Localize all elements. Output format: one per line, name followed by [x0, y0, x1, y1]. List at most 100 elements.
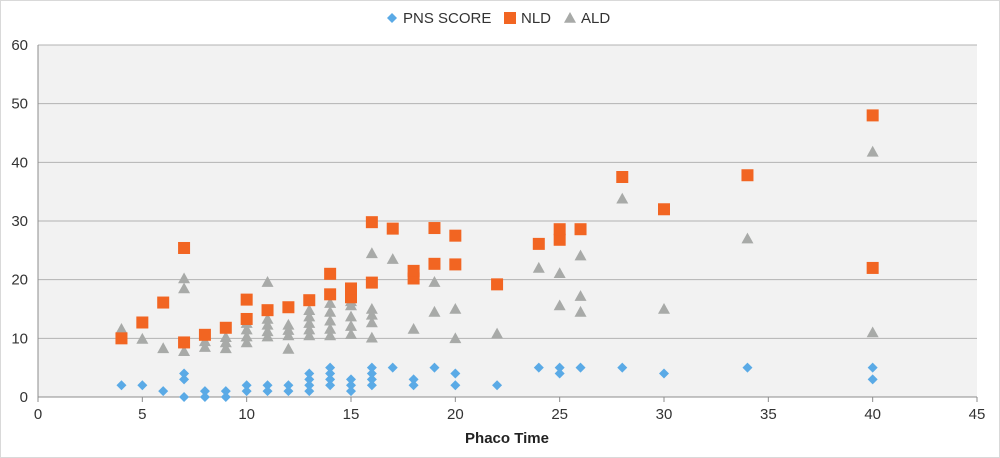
- square-point: [303, 294, 316, 307]
- square-point: [866, 261, 879, 274]
- data-points: [115, 109, 879, 402]
- square-point: [136, 316, 149, 329]
- diamond-point: [408, 380, 419, 391]
- triangle-point: [178, 345, 191, 357]
- square-point: [866, 109, 879, 122]
- triangle-point: [324, 329, 337, 341]
- triangle-point: [491, 327, 504, 339]
- x-tick-label: 40: [864, 406, 881, 423]
- diamond-point: [220, 392, 231, 402]
- diamond-point: [366, 362, 377, 373]
- x-axis-ticks: 0 5 10 15 20 25 30 35 40 45: [34, 397, 986, 423]
- diamond-point: [241, 380, 252, 391]
- triangle-point: [219, 331, 232, 342]
- square-point: [324, 267, 337, 280]
- diamond-point: [366, 368, 377, 379]
- triangle-point: [261, 276, 274, 287]
- triangle-point: [428, 276, 441, 287]
- y-tick-label: 40: [11, 154, 28, 171]
- square-point: [553, 233, 566, 246]
- triangle-point: [261, 325, 274, 337]
- legend-label: ALD: [581, 10, 610, 27]
- triangle-point: [553, 267, 566, 279]
- diamond-point: [450, 380, 461, 391]
- triangle-point: [345, 310, 357, 322]
- triangle-point: [428, 305, 441, 317]
- diamond-point: [575, 362, 586, 373]
- series-triangle: [115, 145, 879, 357]
- diamond-point: [304, 368, 315, 379]
- triangle-point: [741, 232, 754, 244]
- x-tick-label: 20: [447, 406, 464, 423]
- diamond-point: [450, 368, 461, 379]
- triangle-point: [386, 253, 399, 264]
- triangle-point: [282, 318, 295, 330]
- legend-item: ALD: [564, 10, 610, 27]
- diamond-point: [199, 392, 210, 402]
- square-point: [407, 264, 420, 277]
- y-axis-ticks: 0 10 20 30 40 50 60: [11, 37, 28, 406]
- x-tick-label: 30: [656, 406, 673, 423]
- legend-marker: [564, 12, 576, 23]
- diamond-point: [304, 380, 315, 391]
- triangle-point: [345, 320, 357, 331]
- diamond-point: [554, 368, 565, 379]
- triangle-point: [365, 331, 378, 343]
- diamond-point: [262, 380, 273, 391]
- diamond-point: [325, 368, 336, 379]
- diamond-point: [325, 380, 336, 391]
- diamond-point: [179, 392, 190, 402]
- square-point: [449, 258, 462, 271]
- triangle-point: [658, 303, 670, 314]
- square-point: [198, 328, 211, 341]
- diamond-point: [554, 362, 565, 373]
- square-point: [157, 296, 170, 309]
- triangle-point: [449, 303, 462, 314]
- y-tick-label: 50: [11, 96, 28, 113]
- triangle-point: [303, 329, 316, 341]
- square-point: [261, 304, 274, 317]
- triangle-point: [407, 322, 420, 334]
- triangle-point: [324, 322, 337, 334]
- diamond-point: [179, 368, 190, 379]
- diamond-point: [867, 362, 878, 373]
- axes: [37, 45, 977, 398]
- y-tick-label: 60: [11, 37, 28, 54]
- square-point: [616, 171, 629, 183]
- diamond-point: [408, 374, 419, 385]
- x-tick-label: 35: [760, 406, 777, 423]
- diamond-point: [283, 386, 294, 397]
- x-tick-label: 15: [343, 406, 360, 423]
- triangle-point: [303, 304, 316, 315]
- triangle-point: [324, 297, 337, 308]
- y-tick-label: 20: [11, 272, 28, 289]
- diamond-point: [742, 362, 753, 373]
- square-point: [365, 276, 378, 289]
- square-point: [324, 288, 337, 301]
- diamond-point: [158, 386, 169, 397]
- square-point: [282, 301, 295, 314]
- square-point: [219, 321, 232, 334]
- triangle-point: [345, 328, 357, 340]
- diamond-point: [346, 374, 356, 385]
- triangle-point: [240, 330, 253, 342]
- diamond-point: [429, 362, 440, 373]
- triangle-point: [324, 305, 337, 317]
- triangle-point: [198, 341, 211, 352]
- triangle-point: [240, 336, 253, 348]
- triangle-point: [178, 282, 191, 294]
- square-point: [365, 216, 378, 229]
- series-square: [115, 109, 879, 349]
- triangle-point: [219, 342, 232, 354]
- square-point: [240, 293, 253, 306]
- triangle-point: [365, 308, 378, 320]
- square-point: [574, 223, 587, 236]
- triangle-point: [866, 326, 879, 338]
- square-point: [658, 203, 670, 216]
- triangle-point: [532, 261, 545, 273]
- diamond-point: [867, 374, 878, 385]
- x-tick-label: 45: [969, 406, 986, 423]
- legend: PNS SCORE NLD ALD: [387, 10, 610, 27]
- square-point: [449, 229, 462, 242]
